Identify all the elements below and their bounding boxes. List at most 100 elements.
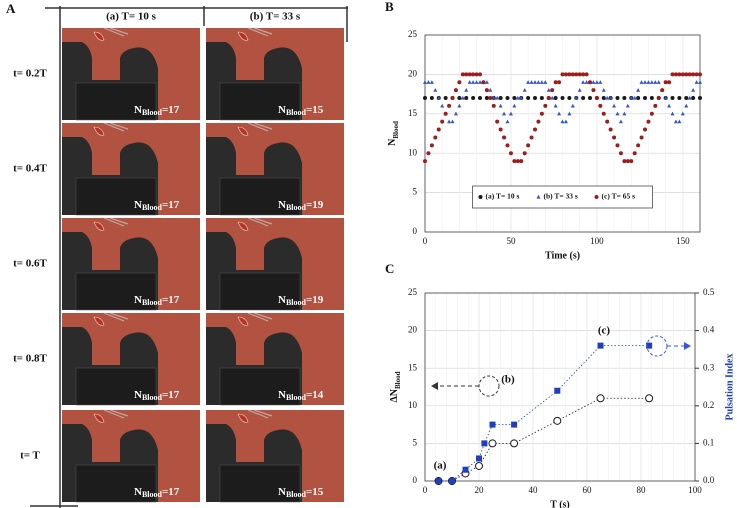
y-tick-label: 5 <box>413 187 418 197</box>
cell-label: NBlood=19 <box>278 294 324 307</box>
tube <box>247 312 273 322</box>
cell-label: NBlood=19 <box>278 199 324 212</box>
text-part: = <box>162 294 168 306</box>
text-part: 14 <box>312 389 324 401</box>
column-header: (b) T= 33 s <box>250 11 301 23</box>
flow-image <box>206 122 344 216</box>
text-part: N <box>134 486 142 498</box>
point <box>526 80 531 84</box>
point <box>629 95 634 100</box>
cell-label: NBlood=15 <box>278 104 324 117</box>
point <box>488 96 493 101</box>
y-tick-label: 15 <box>408 108 418 118</box>
point <box>615 96 620 101</box>
point <box>443 96 448 101</box>
flow-image <box>206 409 344 503</box>
y2-tick-label: 0.2 <box>703 400 714 410</box>
text-part: Blood <box>286 393 307 402</box>
text-part: Blood <box>142 490 163 499</box>
x-tick-label: 60 <box>583 485 593 495</box>
point <box>505 96 510 101</box>
flow-image <box>62 312 200 406</box>
point <box>601 96 606 101</box>
y-tick-label: 0 <box>413 475 418 485</box>
flow-image <box>62 122 200 216</box>
point <box>453 111 458 116</box>
point <box>574 95 579 100</box>
point <box>567 72 572 77</box>
point <box>554 387 561 394</box>
blood-region <box>62 313 200 405</box>
vessel-tip <box>237 126 249 136</box>
text-part: = <box>306 104 312 116</box>
point <box>588 96 592 101</box>
point <box>476 455 482 462</box>
point <box>550 88 555 93</box>
point <box>550 95 555 100</box>
text-part: N <box>278 294 286 306</box>
vessel-tip <box>93 413 105 423</box>
point <box>429 96 434 101</box>
point <box>529 80 534 84</box>
text-part: N <box>278 389 286 401</box>
point <box>481 440 488 447</box>
legend-label: (c) T= 65 s <box>602 192 636 201</box>
point <box>574 72 579 77</box>
y-axis-label: ΔNBlood <box>389 371 401 402</box>
point <box>660 88 665 93</box>
point <box>570 72 575 77</box>
y-tick-label: 20 <box>408 325 418 335</box>
blood-region <box>206 218 344 310</box>
point <box>567 111 572 116</box>
point <box>584 80 589 84</box>
y2-axis-label: Pulsation Index <box>724 354 735 421</box>
vessel-tip <box>93 31 105 41</box>
text-part: N <box>387 138 398 146</box>
point <box>423 96 427 101</box>
text-part: 19 <box>312 294 324 306</box>
vessel-tip <box>93 316 105 326</box>
text-part: = <box>306 294 312 306</box>
point <box>577 72 582 77</box>
point <box>639 135 644 140</box>
point <box>508 151 513 156</box>
flow-image <box>206 217 344 311</box>
point <box>529 135 534 140</box>
point <box>488 439 497 448</box>
point <box>464 87 469 92</box>
text-part: Blood <box>142 108 163 117</box>
point <box>646 342 653 349</box>
point <box>636 87 641 92</box>
blood-region <box>206 313 344 405</box>
point <box>478 72 482 77</box>
point <box>608 95 613 100</box>
point <box>673 119 678 124</box>
row-label: t= 0.4T <box>13 163 47 175</box>
point <box>447 119 452 124</box>
point <box>462 466 469 473</box>
point <box>673 72 678 77</box>
y-tick-label: 10 <box>408 400 418 410</box>
point <box>694 72 699 77</box>
point <box>464 96 469 101</box>
text-part: N <box>134 294 142 306</box>
annotation: (c) <box>598 325 611 337</box>
cell-label: NBlood=15 <box>278 486 324 499</box>
legend-label: (b) T= 33 s <box>544 192 578 201</box>
image-panel <box>75 82 157 121</box>
image-panel <box>75 272 157 311</box>
point <box>677 119 682 124</box>
point <box>612 103 617 108</box>
text-part: = <box>306 389 312 401</box>
point <box>560 119 565 124</box>
point <box>453 88 458 93</box>
row-label: t= 0.8T <box>13 353 47 365</box>
image-panel <box>219 272 301 311</box>
point <box>505 119 510 124</box>
image-panel <box>75 464 157 503</box>
vessel-tip <box>237 221 249 231</box>
image-panel <box>75 177 157 216</box>
point <box>570 103 575 108</box>
tube <box>247 217 273 227</box>
